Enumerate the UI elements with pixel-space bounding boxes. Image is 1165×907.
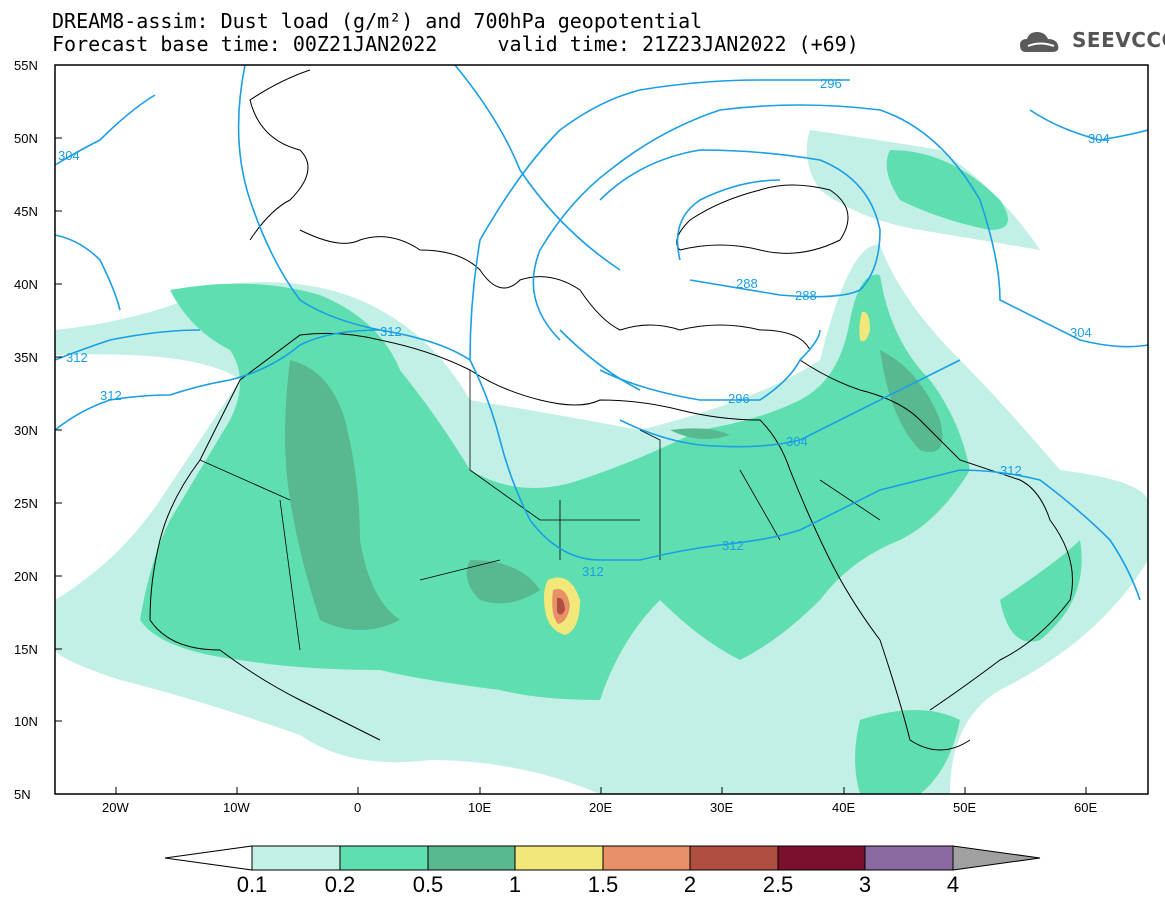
contour-label: 304: [786, 434, 808, 449]
lat-label: 20N: [14, 569, 38, 584]
seevccc-logo-icon: [1020, 32, 1059, 52]
colorbar-bin: [689, 845, 779, 871]
colorbar-label: 3: [858, 872, 872, 897]
seevccc-logo: SEEVCCC: [1072, 28, 1165, 52]
colorbar-label: 0.5: [412, 872, 444, 897]
lat-label: 50N: [14, 131, 38, 146]
axis-ticks: [55, 64, 1087, 794]
lat-label: 5N: [14, 787, 31, 802]
colorbar-under-triangle: [164, 845, 253, 871]
contour-label: 312: [380, 324, 402, 339]
colorbar-label: 2.5: [762, 872, 794, 897]
contour-label: 304: [58, 148, 80, 163]
geopotential-contours: [54, 64, 1149, 601]
lat-label: 25N: [14, 496, 38, 511]
lon-label: 20W: [102, 800, 129, 815]
colorbar-bin: [251, 845, 341, 871]
dust-shading: [55, 130, 1148, 795]
contour-label: 312: [100, 388, 122, 403]
lat-label: 45N: [14, 204, 38, 219]
colorbar-label: 1.5: [587, 872, 619, 897]
colorbar-bin: [777, 845, 866, 871]
colorbar-label: 0.1: [236, 872, 268, 897]
contour-label: 288: [736, 276, 758, 291]
contour-label: 304: [1070, 325, 1092, 340]
lat-label: 15N: [14, 642, 38, 657]
colorbar-label: 2: [683, 872, 697, 897]
lon-label: 20E: [589, 800, 613, 815]
colorbar: [164, 845, 1041, 871]
contour-label: 312: [66, 350, 88, 365]
forecast-times: Forecast base time: 00Z21JAN2022 valid t…: [52, 32, 859, 56]
colorbar-bin: [602, 845, 691, 871]
lat-label: 40N: [14, 277, 38, 292]
contour-label: 312: [722, 538, 744, 553]
lon-label: 50E: [953, 800, 977, 815]
lat-label: 55N: [14, 58, 38, 73]
colorbar-bin: [864, 845, 954, 871]
lon-label: 10W: [223, 800, 250, 815]
lat-label: 10N: [14, 714, 38, 729]
colorbar-bin: [427, 845, 516, 871]
lon-label: 40E: [832, 800, 856, 815]
lon-label: 10E: [468, 800, 492, 815]
lon-label: 60E: [1074, 800, 1098, 815]
contour-labels: 296 304 304 312 312 288 288 312 296 304 …: [58, 76, 1110, 579]
lon-label: 0: [354, 800, 362, 815]
contour-label: 288: [795, 288, 817, 303]
colorbar-label: 0.2: [324, 872, 356, 897]
colorbar-label: 4: [946, 872, 960, 897]
contour-label: 296: [728, 391, 750, 406]
colorbar-label: 1: [508, 872, 522, 897]
map-title: DREAM8-assim: Dust load (g/m²) and 700hP…: [52, 9, 703, 33]
lon-label: 30E: [710, 800, 734, 815]
contour-label: 312: [582, 564, 604, 579]
lat-label: 35N: [14, 350, 38, 365]
colorbar-bin: [339, 845, 429, 871]
contour-label: 304: [1088, 131, 1110, 146]
coastlines: [149, 69, 1073, 751]
lat-label: 30N: [14, 423, 38, 438]
colorbar-bin: [514, 845, 604, 871]
colorbar-over-triangle: [952, 845, 1041, 871]
contour-label: 296: [820, 76, 842, 91]
contour-label: 312: [1000, 463, 1022, 478]
